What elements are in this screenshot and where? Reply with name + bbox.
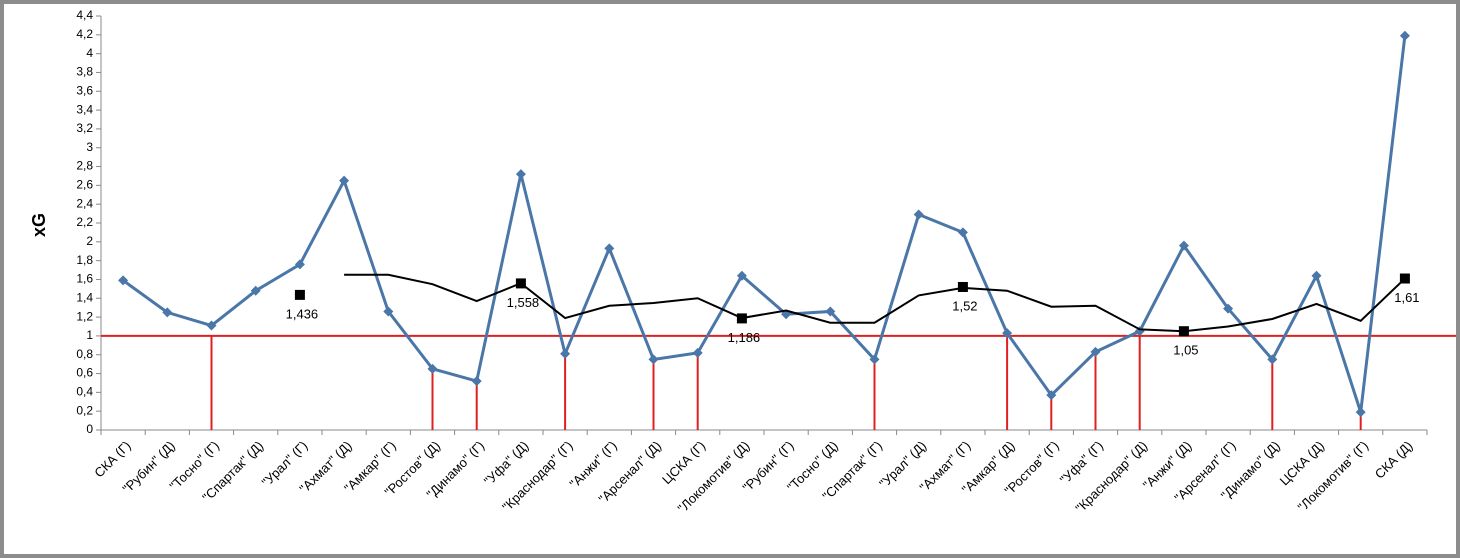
diamond-marker	[825, 306, 836, 317]
y-tick-label: 2,4	[76, 196, 93, 210]
diamond-marker	[206, 320, 217, 331]
y-tick-label: 1,8	[76, 253, 93, 267]
y-tick-label: 0,6	[76, 366, 93, 380]
y-tick-label: 1,4	[76, 290, 93, 304]
square-marker	[1178, 326, 1189, 337]
y-tick-label: 2,8	[76, 159, 93, 173]
y-tick-label: 3,8	[76, 65, 93, 79]
square-marker	[957, 281, 968, 292]
y-tick-label: 0,8	[76, 347, 93, 361]
diamond-marker	[339, 175, 350, 186]
y-tick-label: 4	[86, 46, 93, 60]
y-tick-label: 0,4	[76, 385, 93, 399]
diamond-marker	[1178, 240, 1189, 251]
diamond-marker	[427, 363, 438, 374]
y-tick-label: 1,2	[76, 309, 93, 323]
data-label: 1,52	[952, 298, 977, 313]
diamond-marker	[1002, 328, 1013, 339]
y-tick-label: 1	[86, 328, 93, 342]
diamond-marker	[736, 270, 747, 281]
data-label: 1,558	[507, 295, 540, 310]
diamond-marker	[471, 376, 482, 387]
y-tick-label: 3	[86, 140, 93, 154]
data-label: 1,61	[1394, 290, 1419, 305]
diamond-marker	[869, 354, 880, 365]
y-tick-label: 3,2	[76, 121, 93, 135]
data-label: 1,436	[286, 306, 319, 321]
y-tick-label: 3,4	[76, 102, 93, 116]
series-line	[122, 35, 1407, 413]
diamond-marker	[913, 209, 924, 220]
diamond-marker	[250, 285, 261, 296]
y-tick-label: 3,6	[76, 83, 93, 97]
diamond-marker	[1355, 407, 1366, 418]
diamond-marker	[1267, 354, 1278, 365]
y-tick-label: 0	[86, 422, 93, 436]
diamond-marker	[294, 259, 305, 270]
y-axis-label: xG	[29, 213, 49, 237]
diamond-marker	[1090, 346, 1101, 357]
y-tick-label: 2,2	[76, 215, 93, 229]
data-label: 1,186	[728, 330, 761, 345]
y-tick-label: 1,6	[76, 272, 93, 286]
y-tick-label: 2	[86, 234, 93, 248]
diamond-marker	[118, 275, 129, 286]
square-marker	[736, 313, 747, 324]
diamond-marker	[560, 348, 571, 359]
y-tick-label: 2,6	[76, 178, 93, 192]
y-tick-label: 4,4	[76, 8, 93, 22]
diamond-marker	[604, 243, 615, 254]
square-marker	[515, 278, 526, 289]
square-marker	[1399, 273, 1410, 284]
diamond-marker	[957, 227, 968, 238]
diamond-marker	[1223, 303, 1234, 314]
diamond-marker	[692, 347, 703, 358]
diamond-marker	[383, 306, 394, 317]
diamond-marker	[1046, 390, 1057, 401]
diamond-marker	[162, 307, 173, 318]
diamond-marker	[1399, 30, 1410, 41]
square-marker	[294, 289, 305, 300]
y-tick-label: 4,2	[76, 27, 93, 41]
diamond-marker	[515, 169, 526, 180]
y-tick-label: 0,2	[76, 403, 93, 417]
diamond-marker	[1311, 270, 1322, 281]
diamond-marker	[648, 354, 659, 365]
data-label: 1,05	[1173, 343, 1198, 358]
